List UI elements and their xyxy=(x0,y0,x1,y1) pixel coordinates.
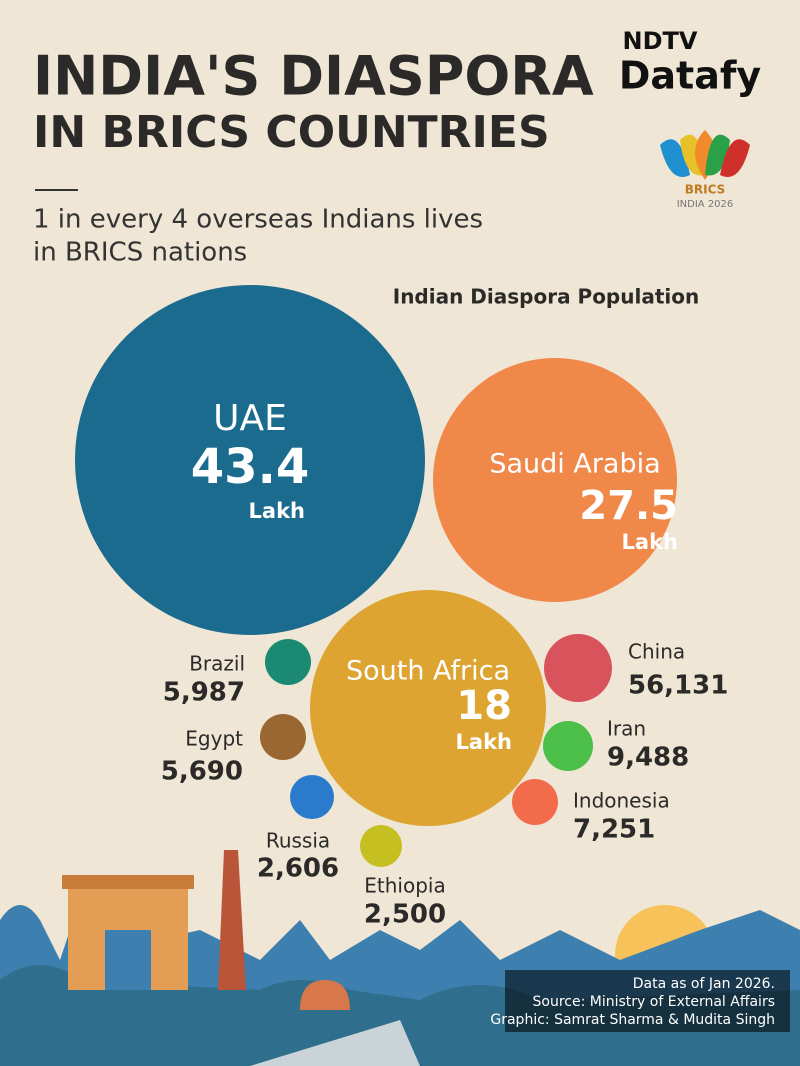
unit-label: Lakh xyxy=(622,530,678,554)
bubble xyxy=(512,779,558,825)
title: INDIA'S DIASPORA xyxy=(33,45,594,108)
bubble xyxy=(310,590,546,826)
chart-title: Indian Diaspora Population xyxy=(393,285,699,309)
value-label: 27.5 xyxy=(579,483,678,529)
value-label: 2,500 xyxy=(364,900,446,930)
category-label: Indonesia xyxy=(573,789,670,813)
footer-credit: Graphic: Samrat Sharma & Mudita Singh xyxy=(490,1012,775,1028)
value-label: 5,987 xyxy=(163,678,245,708)
value-label: 5,690 xyxy=(161,757,243,787)
value-label: 56,131 xyxy=(628,671,728,701)
value-label: 7,251 xyxy=(573,815,655,845)
bubble xyxy=(260,714,306,760)
category-label: Iran xyxy=(607,717,646,741)
value-label: 2,606 xyxy=(257,854,339,884)
subtitle: in BRICS nations xyxy=(33,238,247,268)
value-label: 18 xyxy=(456,683,512,729)
bubble xyxy=(75,285,425,635)
category-label: Egypt xyxy=(185,727,243,751)
category-label: China xyxy=(628,640,685,664)
bubble xyxy=(360,825,402,867)
logo-text: BRICS xyxy=(685,183,726,197)
category-label: UAE xyxy=(213,398,287,439)
footer-source: Source: Ministry of External Affairs xyxy=(533,994,775,1010)
bubble xyxy=(543,721,593,771)
value-label: 43.4 xyxy=(191,439,309,495)
unit-label: Lakh xyxy=(456,730,512,754)
brics-logo xyxy=(660,130,750,180)
unit-label: Lakh xyxy=(249,499,305,523)
value-label: 9,488 xyxy=(607,743,689,773)
bubble xyxy=(265,639,311,685)
brand: NDTV xyxy=(623,27,698,55)
brand: Datafy xyxy=(619,54,762,98)
subtitle: 1 in every 4 overseas Indians lives xyxy=(33,205,483,235)
bubble xyxy=(544,634,612,702)
category-label: South Africa xyxy=(346,656,510,687)
logo-sub: INDIA 2026 xyxy=(677,199,734,210)
category-label: Ethiopia xyxy=(364,874,445,898)
category-label: Saudi Arabia xyxy=(489,449,660,480)
bubble xyxy=(290,775,334,819)
category-label: Russia xyxy=(266,829,330,853)
category-label: Brazil xyxy=(189,652,245,676)
bubble xyxy=(433,358,677,602)
footer-note: Data as of Jan 2026. xyxy=(633,976,775,992)
title: IN BRICS COUNTRIES xyxy=(33,107,550,158)
footer-box xyxy=(505,970,790,1032)
